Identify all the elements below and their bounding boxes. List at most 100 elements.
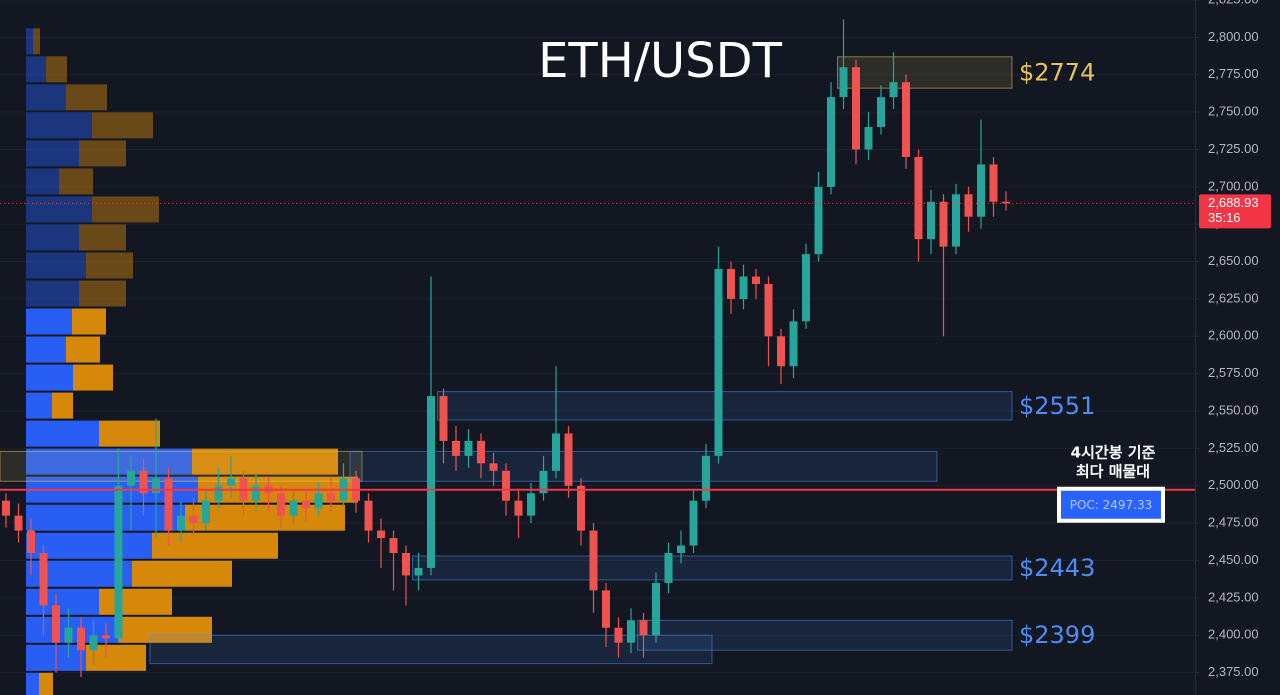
poc-label: POC: 2497.33 xyxy=(1070,498,1153,512)
candle-body xyxy=(14,515,23,531)
y-tick-label: 2,750.00 xyxy=(1208,104,1259,119)
profile-buy xyxy=(26,56,46,83)
zone xyxy=(349,450,938,482)
profile-sell xyxy=(39,672,53,695)
candle-body xyxy=(27,530,35,554)
profile-buy xyxy=(26,308,72,335)
candle-body xyxy=(327,493,335,501)
profile-buy xyxy=(26,336,66,363)
candle-body xyxy=(889,82,898,98)
y-tick-label: 2,650.00 xyxy=(1208,253,1259,268)
candle-body xyxy=(527,493,535,516)
candle-body xyxy=(589,530,598,591)
candle-body xyxy=(202,500,210,524)
y-tick-label: 2,600.00 xyxy=(1208,328,1259,343)
profile-buy xyxy=(26,420,99,447)
y-tick-label: 2,375.00 xyxy=(1208,664,1259,679)
zone-label: $2443 xyxy=(1019,554,1095,582)
candle-body xyxy=(802,254,810,322)
candle-body xyxy=(2,500,10,516)
candle-body xyxy=(427,396,435,568)
y-tick-label: 2,825.00 xyxy=(1208,0,1259,6)
y-tick-label: 2,400.00 xyxy=(1208,627,1259,642)
candle-body xyxy=(314,493,323,509)
plot-area xyxy=(0,0,1195,695)
y-tick-label: 2,725.00 xyxy=(1208,141,1259,156)
profile-buy xyxy=(26,84,66,111)
candle-body xyxy=(64,627,73,643)
candle-body xyxy=(714,269,723,456)
chart-title: ETH/USDT xyxy=(538,33,782,89)
candle-body xyxy=(102,635,110,639)
profile-buy xyxy=(26,168,59,195)
y-tick-label: 2,575.00 xyxy=(1208,365,1259,380)
candle-body xyxy=(702,455,710,501)
candle-body xyxy=(952,194,960,247)
candle-body xyxy=(539,470,548,494)
profile-sell xyxy=(33,28,40,55)
candle-body xyxy=(389,538,398,554)
zone-label: $2399 xyxy=(1019,621,1095,649)
candle-body xyxy=(989,164,998,202)
last-price-label: 2,688.93 xyxy=(1208,195,1259,210)
candle-body xyxy=(39,553,48,606)
profile-buy xyxy=(26,672,39,695)
profile-buy xyxy=(26,504,185,531)
zone-label: $2774 xyxy=(1019,58,1095,86)
candle-body xyxy=(552,433,560,471)
candle-body xyxy=(514,500,523,516)
profile-buy xyxy=(26,588,99,615)
y-tick-label: 2,475.00 xyxy=(1208,515,1259,530)
candle-body xyxy=(77,627,85,651)
candle-body xyxy=(752,276,760,284)
zone xyxy=(0,450,363,482)
candle-body xyxy=(602,590,610,628)
candle-body xyxy=(464,440,473,456)
profile-sell xyxy=(119,616,212,643)
profile-buy xyxy=(26,364,73,391)
candle-body xyxy=(452,440,460,456)
profile-buy xyxy=(26,28,33,55)
profile-sell xyxy=(79,140,126,167)
price-axis: 2,375.00 2,400.00 2,425.00 2,450.00 2,475.00… xyxy=(1195,0,1259,679)
candle-body xyxy=(139,470,148,494)
candle-body xyxy=(777,336,785,367)
zone xyxy=(837,56,1013,89)
candle-body xyxy=(227,478,235,486)
candle-body xyxy=(927,201,935,240)
y-tick-label: 2,700.00 xyxy=(1208,178,1259,193)
candle-body xyxy=(89,635,98,651)
candle-body xyxy=(364,500,373,531)
candle-body xyxy=(414,567,423,576)
zone xyxy=(412,555,1013,581)
candle-body xyxy=(977,164,985,217)
candle-body xyxy=(252,485,260,501)
candle-body xyxy=(489,463,498,471)
profile-sell xyxy=(59,168,93,195)
candle-body xyxy=(827,97,835,187)
candle-body xyxy=(964,194,973,217)
y-tick-label: 2,800.00 xyxy=(1208,29,1259,44)
candle-body xyxy=(52,605,60,643)
candle-body xyxy=(664,553,673,583)
profile-sell xyxy=(46,56,67,83)
countdown-label: 35:16 xyxy=(1208,210,1241,225)
profile-sell xyxy=(66,84,107,111)
profile-buy xyxy=(26,196,92,223)
candle-body xyxy=(439,396,448,441)
profile-buy xyxy=(26,112,92,139)
price-axis-panel xyxy=(1195,0,1280,695)
candle-body xyxy=(939,201,948,247)
candle-body xyxy=(789,321,798,367)
y-tick-label: 2,550.00 xyxy=(1208,402,1259,417)
profile-sell xyxy=(73,364,113,391)
candle-body xyxy=(727,269,735,299)
candle-body xyxy=(839,67,848,98)
candle-body xyxy=(577,485,585,531)
poc-box xyxy=(1061,490,1161,519)
profile-buy xyxy=(26,252,86,279)
candle-body xyxy=(764,283,773,337)
candle-body xyxy=(189,515,198,524)
